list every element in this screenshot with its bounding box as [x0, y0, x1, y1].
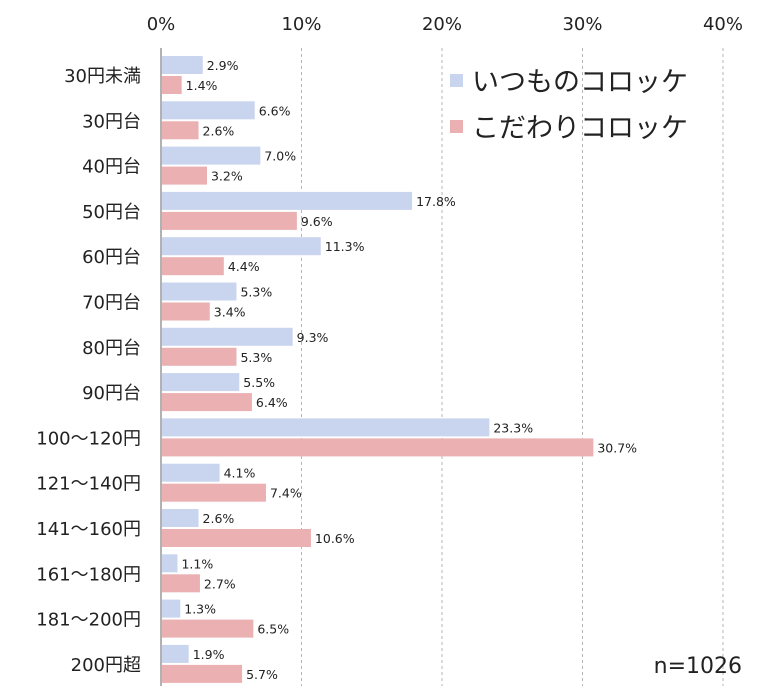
data-label: 6.5%: [257, 622, 289, 637]
x-tick-label: 30%: [562, 14, 602, 35]
bar-itsumono: [162, 509, 199, 527]
data-label: 2.6%: [203, 123, 235, 138]
bar-kodawari: [162, 529, 311, 547]
category-label: 50円台: [82, 202, 141, 223]
bar-itsumono: [162, 554, 178, 573]
data-label: 23.3%: [493, 420, 533, 435]
x-axis-ticks: 0% 10% 20% 30% 40%: [147, 14, 743, 35]
category-label: 141～160円: [36, 519, 141, 540]
data-label: 10.6%: [315, 531, 355, 546]
data-label: 4.1%: [224, 466, 256, 481]
category-labels: 30円未満 30円台 40円台 50円台 60円台 70円台 80円台 90円台 100～120…: [36, 66, 141, 676]
bars: 2.9% 1.4% 6.6% 2.6% 7.0% 3.2% 17.8% 9.6% 11.3% 4.…: [162, 56, 637, 683]
bar-kodawari: [162, 302, 210, 321]
category-label: 90円台: [82, 383, 141, 404]
data-label: 1.1%: [181, 556, 213, 571]
category-label: 60円台: [82, 247, 141, 268]
data-label: 3.4%: [214, 305, 246, 320]
bar-kodawari: [162, 664, 243, 683]
data-label: 30.7%: [597, 440, 637, 455]
x-tick-label: 0%: [147, 14, 176, 35]
data-label: 5.7%: [246, 667, 278, 682]
legend-label: いつものコロッケ: [472, 67, 688, 98]
data-label: 11.3%: [325, 239, 365, 254]
x-tick-label: 20%: [422, 14, 462, 35]
legend-swatch: [450, 74, 463, 87]
category-label: 30円台: [82, 111, 141, 132]
data-label: 9.3%: [297, 330, 329, 345]
category-label: 100～120円: [36, 428, 141, 449]
bar-itsumono: [162, 282, 237, 301]
bar-kodawari: [162, 76, 182, 94]
data-label: 5.3%: [240, 285, 272, 300]
sample-size-note: n=1026: [654, 654, 742, 679]
category-label: 40円台: [82, 157, 141, 178]
gridlines: [160, 48, 724, 686]
bar-kodawari: [162, 619, 254, 638]
data-label: 1.4%: [186, 78, 218, 93]
bar-itsumono: [162, 101, 255, 120]
bar-kodawari: [162, 257, 224, 276]
data-label: 5.3%: [240, 350, 272, 365]
bar-kodawari: [162, 347, 237, 366]
data-label: 9.6%: [301, 214, 333, 229]
data-label: 7.4%: [270, 486, 302, 501]
data-label: 6.6%: [259, 103, 291, 118]
data-label: 2.6%: [203, 511, 235, 526]
bar-itsumono: [162, 599, 181, 618]
bar-itsumono: [162, 644, 189, 663]
bar-itsumono: [162, 418, 490, 437]
data-label: 1.3%: [184, 602, 216, 617]
bar-kodawari: [162, 574, 200, 593]
data-label: 2.9%: [207, 58, 239, 73]
data-label: 2.7%: [204, 576, 236, 591]
bar-itsumono: [162, 56, 203, 74]
bar-kodawari: [162, 393, 252, 412]
bar-kodawari: [162, 438, 594, 457]
legend-swatch: [450, 120, 463, 133]
category-label: 181～200円: [36, 610, 141, 631]
category-label: 161～180円: [36, 564, 141, 585]
bar-itsumono: [162, 146, 261, 165]
data-label: 17.8%: [416, 194, 456, 209]
bar-itsumono: [162, 327, 293, 346]
category-label: 70円台: [82, 293, 141, 314]
data-label: 5.5%: [243, 375, 275, 390]
data-label: 6.4%: [256, 395, 288, 410]
legend-label: こだわりコロッケ: [472, 113, 688, 144]
data-label: 4.4%: [228, 259, 260, 274]
bar-kodawari: [162, 121, 199, 140]
bar-kodawari: [162, 211, 297, 230]
category-label: 121～140円: [36, 474, 141, 495]
bar-kodawari: [162, 483, 266, 502]
bar-itsumono: [162, 373, 240, 392]
bar-itsumono: [162, 191, 413, 210]
bar-itsumono: [162, 237, 321, 256]
category-label: 200円超: [71, 655, 141, 676]
bar-itsumono: [162, 463, 220, 482]
bar-kodawari: [162, 166, 207, 185]
data-label: 1.9%: [193, 647, 225, 662]
category-label: 80円台: [82, 338, 141, 359]
x-tick-label: 40%: [703, 14, 743, 35]
x-tick-label: 10%: [281, 14, 321, 35]
category-label: 30円未満: [64, 66, 141, 87]
data-label: 3.2%: [211, 169, 243, 184]
data-label: 7.0%: [264, 149, 296, 164]
